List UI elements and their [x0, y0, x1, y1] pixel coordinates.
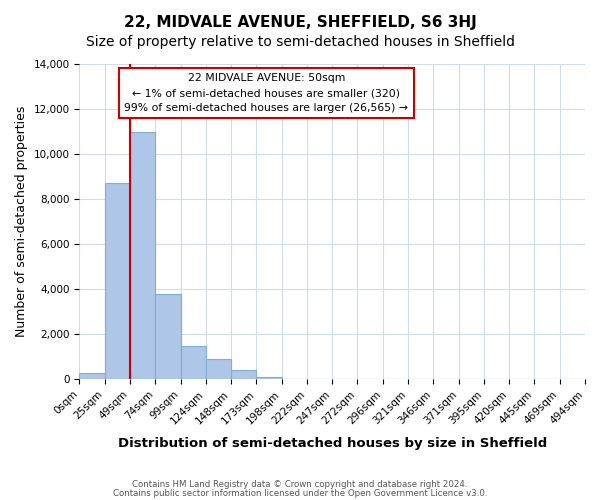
- Bar: [206, 359, 231, 380]
- Bar: [79, 372, 104, 380]
- Text: 22 MIDVALE AVENUE: 50sqm
← 1% of semi-detached houses are smaller (320)
99% of s: 22 MIDVALE AVENUE: 50sqm ← 1% of semi-de…: [124, 74, 409, 113]
- Bar: [104, 184, 130, 380]
- Text: 22, MIDVALE AVENUE, SHEFFIELD, S6 3HJ: 22, MIDVALE AVENUE, SHEFFIELD, S6 3HJ: [124, 15, 476, 30]
- Bar: [155, 294, 181, 380]
- Text: Contains public sector information licensed under the Open Government Licence v3: Contains public sector information licen…: [113, 488, 487, 498]
- X-axis label: Distribution of semi-detached houses by size in Sheffield: Distribution of semi-detached houses by …: [118, 437, 547, 450]
- Bar: [130, 132, 155, 380]
- Bar: [231, 370, 256, 380]
- Y-axis label: Number of semi-detached properties: Number of semi-detached properties: [15, 106, 28, 338]
- Bar: [256, 377, 281, 380]
- Bar: [181, 346, 206, 380]
- Text: Size of property relative to semi-detached houses in Sheffield: Size of property relative to semi-detach…: [86, 35, 515, 49]
- Text: Contains HM Land Registry data © Crown copyright and database right 2024.: Contains HM Land Registry data © Crown c…: [132, 480, 468, 489]
